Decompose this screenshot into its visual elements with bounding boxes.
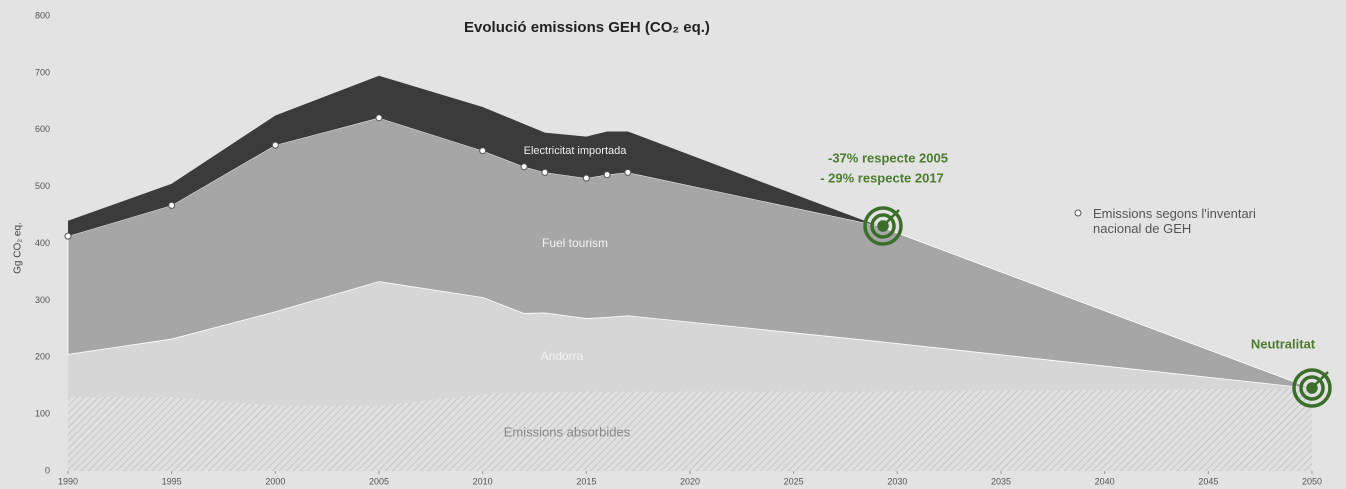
plot: 0 100 200 300 400 500 600 700 800 Andorra Fuel tou… [35, 10, 1322, 486]
y-tick-label: 800 [35, 10, 50, 20]
legend-marker [1074, 209, 1082, 217]
x-tick-label: 2045 [1198, 476, 1218, 486]
target-icon [1292, 368, 1332, 408]
x-tick-label: 2035 [991, 476, 1011, 486]
inventory-marker [375, 114, 383, 122]
inventory-marker [582, 174, 590, 182]
x-tick-label: 1995 [162, 476, 182, 486]
y-tick-label: 600 [35, 124, 50, 134]
y-tick-label: 0 [45, 465, 50, 475]
y-tick-label: 300 [35, 295, 50, 305]
y-tick-label: 700 [35, 67, 50, 77]
inventory-marker [520, 163, 528, 171]
inventory-marker [479, 147, 487, 155]
inventory-marker [168, 201, 176, 209]
inventory-marker [541, 168, 549, 176]
area-label: Electricitat importada [524, 145, 628, 157]
y-tick-label: 200 [35, 352, 50, 362]
absorbed-area [68, 388, 1312, 471]
x-tick-label: 2005 [369, 476, 389, 486]
area-label: Andorra [541, 349, 584, 363]
x-tick-label: 1990 [58, 476, 78, 486]
area [67, 117, 1313, 389]
annotation: - 29% respecte 2017 [820, 170, 944, 185]
y-axis-label: Gg CO₂ eq. [13, 222, 24, 274]
inventory-marker [271, 141, 279, 149]
area-label: Fuel tourism [542, 236, 608, 250]
x-tick-label: 2020 [680, 476, 700, 486]
y-tick-label: 500 [35, 181, 50, 191]
x-tick-label: 2015 [576, 476, 596, 486]
annotation: -37% respecte 2005 [828, 150, 948, 165]
x-tick-label: 2010 [473, 476, 493, 486]
inventory-marker [64, 232, 72, 240]
x-tick-label: 2050 [1302, 476, 1322, 486]
chart-title: Evolució emissions GEH (CO₂ eq.) [464, 19, 710, 36]
x-tick-label: 2040 [1095, 476, 1115, 486]
area-label: Emissions absorbides [504, 424, 631, 439]
inventory-marker [624, 168, 632, 176]
x-tick-label: 2025 [784, 476, 804, 486]
inventory-marker [603, 171, 611, 179]
target-icon [863, 206, 903, 246]
annotation: Neutralitat [1251, 336, 1316, 351]
x-tick-label: 2030 [887, 476, 907, 486]
y-tick-label: 400 [35, 238, 50, 248]
y-tick-label: 100 [35, 409, 50, 419]
legend-entry: Emissions segons l'inventari nacional de… [1093, 206, 1256, 236]
x-tick-label: 2000 [265, 476, 285, 486]
